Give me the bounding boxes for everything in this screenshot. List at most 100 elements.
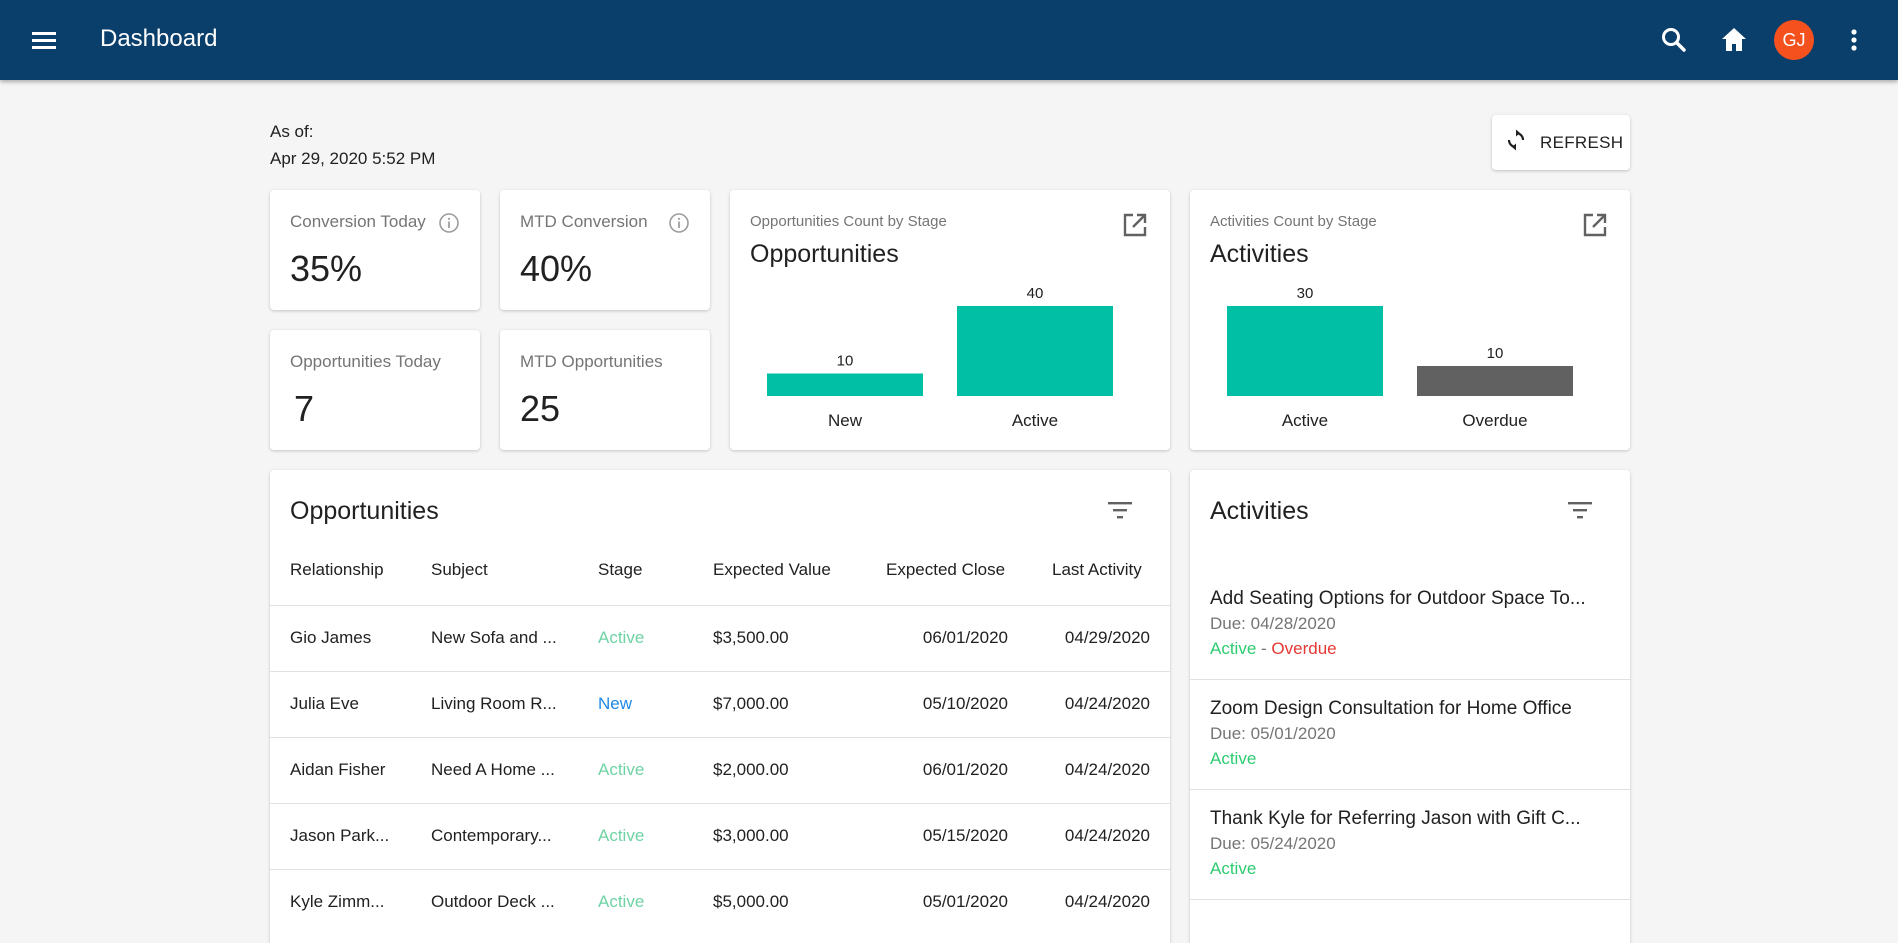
list-item[interactable]: Thank Kyle for Referring Jason with Gift… — [1190, 790, 1630, 900]
status-separator: - — [1256, 639, 1272, 658]
cell-relationship: Julia Eve — [290, 694, 359, 713]
chart-title: Opportunities — [750, 240, 899, 268]
table-row[interactable]: Jason Park... Contemporary... Active $3,… — [270, 803, 1170, 869]
opportunities-table-card: Opportunities Relationship Subject Stage… — [270, 470, 1170, 943]
cell-subject: New Sofa and ... — [431, 628, 557, 647]
status-active: Active — [1210, 749, 1257, 768]
cell-subject: Contemporary... — [431, 826, 552, 845]
chart-title: Activities — [1210, 240, 1309, 268]
info-icon[interactable] — [668, 212, 690, 234]
opportunities-data-label: 10 — [837, 353, 854, 370]
list-item[interactable]: Add Seating Options for Outdoor Space To… — [1190, 570, 1630, 680]
search-icon[interactable] — [1656, 22, 1692, 58]
activities-chart-card: Activities Count by Stage Activities 30 A… — [1190, 190, 1630, 450]
table-row[interactable]: Julia Eve Living Room R... New $7,000.00… — [270, 671, 1170, 737]
activities-category-label: Overdue — [1462, 411, 1527, 430]
cell-expected-close: 06/01/2020 — [922, 628, 1008, 647]
stat-card-conversion-today: Conversion Today 35% — [270, 190, 480, 310]
status-active: Active — [1210, 639, 1257, 658]
cell-last-activity: 04/24/2020 — [1064, 694, 1150, 713]
status-active: Active — [1210, 859, 1257, 878]
column-header-subject[interactable]: Subject — [431, 560, 488, 579]
cell-last-activity: 04/24/2020 — [1064, 826, 1150, 845]
status-overdue: Overdue — [1271, 639, 1337, 658]
column-header-expected-close[interactable]: Expected Close — [886, 560, 1006, 579]
cell-stage: Active — [598, 826, 645, 845]
filter-icon[interactable] — [1104, 494, 1136, 526]
table-row[interactable]: Gio James New Sofa and ... Active $3,500… — [270, 605, 1170, 671]
cell-expected-close: 05/15/2020 — [922, 826, 1008, 845]
stat-card-mtd-opportunities: MTD Opportunities 25 — [500, 330, 710, 450]
stat-label: Opportunities Today — [290, 352, 441, 371]
activities-bar-chart: 30 Active 10 Overdue — [1227, 285, 1573, 430]
opportunities-data-label: 40 — [1027, 285, 1044, 302]
stat-value: 25 — [520, 388, 561, 429]
cell-expected-value: $7,000.00 — [713, 694, 789, 713]
page-title: Dashboard — [100, 25, 218, 52]
cell-relationship: Jason Park... — [290, 826, 390, 845]
cell-expected-value: $3,500.00 — [713, 628, 789, 647]
activities-bar-overdue[interactable] — [1417, 366, 1573, 396]
menu-icon[interactable] — [28, 25, 62, 55]
refresh-icon — [1504, 128, 1528, 157]
cell-last-activity: 04/29/2020 — [1064, 628, 1150, 647]
list-title: Activities — [1210, 497, 1309, 525]
chart-subtitle: Opportunities Count by Stage — [750, 213, 947, 230]
stat-card-mtd-conversion: MTD Conversion 40% — [500, 190, 710, 310]
list-item[interactable]: Zoom Design Consultation for Home Office… — [1190, 680, 1630, 790]
cell-relationship: Aidan Fisher — [290, 760, 386, 779]
cell-stage: Active — [598, 892, 645, 911]
activities-category-label: Active — [1282, 411, 1328, 430]
open-in-new-icon[interactable] — [1580, 210, 1610, 240]
as-of-label: As of: — [270, 122, 314, 141]
filter-icon[interactable] — [1564, 494, 1596, 526]
open-in-new-icon[interactable] — [1120, 210, 1150, 240]
activity-title: Zoom Design Consultation for Home Office — [1210, 698, 1572, 719]
stat-label: MTD Conversion — [520, 212, 648, 231]
stat-card-opportunities-today: Opportunities Today 7 — [270, 330, 480, 450]
activity-status: Active — [1210, 749, 1256, 769]
activities-data-label: 10 — [1487, 345, 1504, 362]
cell-expected-close: 05/01/2020 — [922, 892, 1008, 911]
cell-stage: Active — [598, 628, 645, 647]
cell-subject: Need A Home ... — [431, 760, 555, 779]
avatar[interactable]: GJ — [1774, 20, 1814, 60]
cell-relationship: Gio James — [290, 628, 372, 647]
opportunities-category-label: Active — [1012, 411, 1058, 430]
cell-last-activity: 04/24/2020 — [1064, 892, 1150, 911]
cell-stage: New — [598, 694, 633, 713]
column-header-expected-value[interactable]: Expected Value — [713, 560, 831, 579]
activity-title: Thank Kyle for Referring Jason with Gift… — [1210, 808, 1581, 829]
stat-value: 7 — [294, 388, 315, 429]
cell-relationship: Kyle Zimm... — [290, 892, 385, 911]
opportunities-category-label: New — [828, 411, 863, 430]
home-icon[interactable] — [1716, 22, 1752, 58]
refresh-label: REFRESH — [1540, 132, 1624, 152]
table-row[interactable]: Aidan Fisher Need A Home ... Active $2,0… — [270, 737, 1170, 803]
activity-due: Due: 05/24/2020 — [1210, 834, 1336, 853]
more-vert-icon[interactable] — [1836, 22, 1872, 58]
info-icon[interactable] — [438, 212, 460, 234]
table-row[interactable]: Kyle Zimm... Outdoor Deck ... Active $5,… — [270, 869, 1170, 935]
refresh-button[interactable]: REFRESH — [1492, 115, 1630, 170]
stat-label: Conversion Today — [290, 212, 426, 231]
activity-status: Active — [1210, 859, 1256, 879]
stat-label: MTD Opportunities — [520, 352, 663, 371]
top-app-bar: Dashboard GJ — [0, 0, 1898, 80]
cell-expected-close: 05/10/2020 — [922, 694, 1008, 713]
cell-last-activity: 04/24/2020 — [1064, 760, 1150, 779]
opportunities-bar-active[interactable] — [957, 306, 1113, 396]
cell-expected-close: 06/01/2020 — [922, 760, 1008, 779]
cell-expected-value: $5,000.00 — [713, 892, 789, 911]
stat-value: 35% — [290, 248, 363, 289]
activities-bar-active[interactable] — [1227, 306, 1383, 396]
activities-list-card: Activities Add Seating Options for Outdo… — [1190, 470, 1630, 943]
column-header-stage[interactable]: Stage — [598, 560, 643, 579]
chart-subtitle: Activities Count by Stage — [1210, 213, 1377, 230]
column-header-relationship[interactable]: Relationship — [290, 560, 384, 579]
opportunities-bar-new[interactable] — [767, 373, 923, 397]
as-of-block: As of: Apr 29, 2020 5:52 PM — [270, 118, 435, 172]
cell-stage: Active — [598, 760, 645, 779]
column-header-last-activity[interactable]: Last Activity — [1052, 560, 1142, 579]
stat-value: 40% — [520, 248, 593, 289]
